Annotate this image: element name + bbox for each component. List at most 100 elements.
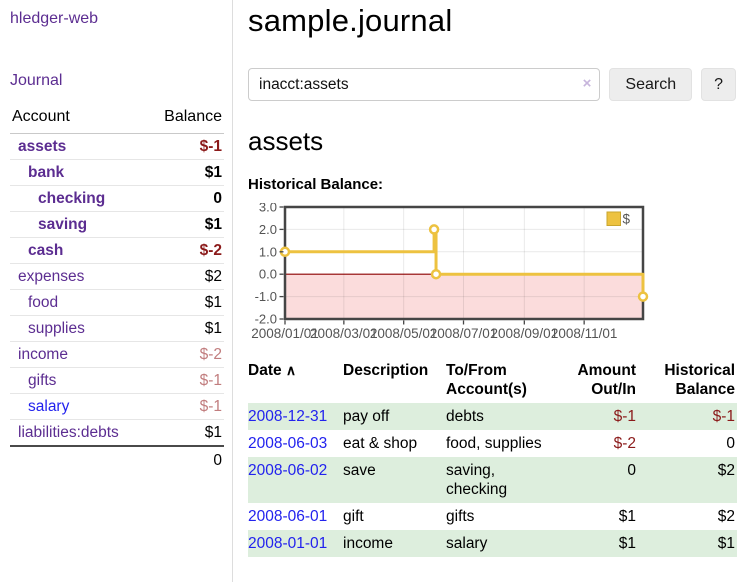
account-link[interactable]: salary [28,398,70,415]
svg-text:1.0: 1.0 [259,244,277,259]
accounts-col-header: Account [10,106,147,134]
account-link[interactable]: liabilities:debts [18,424,119,441]
register-description: income [343,530,446,557]
register-accounts: gifts [446,508,475,525]
svg-text:2008/09/01: 2008/09/01 [491,326,559,341]
account-link[interactable]: cash [28,242,64,259]
account-balance: $-1 [146,393,224,420]
historical-balance-chart: $3.0 2.0 1.0 0.0 -1.0 -2.02008/01/012008/03/0… [251,203,649,341]
register-date-link[interactable]: 2008-01-01 [248,535,328,552]
register-table-body: 2008-12-31 pay off debts $-1 $-1 2008-06-03 ea… [248,403,737,557]
account-balance: $1 [146,315,224,342]
account-row: supplies $1 [10,315,224,342]
register-amount: $1 [618,508,636,525]
svg-text:3.0: 3.0 [259,203,277,215]
register-balance: $1 [638,530,737,557]
account-heading: assets [248,126,324,156]
svg-text:2008/11/01: 2008/11/01 [551,326,618,341]
register-row: 2008-06-01 gift gifts $1 $2 [248,503,737,530]
svg-text:2008/03/01: 2008/03/01 [310,326,378,341]
col-header-date[interactable]: Date ∧ [248,362,297,379]
account-row: bank $1 [10,159,224,186]
sidebar: hledger-web Journal Account Balance asse… [0,0,233,582]
account-link[interactable]: gifts [28,372,57,389]
search-form: × Search ? [248,68,736,101]
balance-col-header: Balance [146,106,224,134]
register-table: Date ∧ Description To/From Account(s) Am… [248,361,737,557]
account-row: assets $-1 [10,134,224,160]
account-row: food $1 [10,289,224,316]
account-balance: $-2 [146,237,224,264]
account-balance: $-2 [146,341,224,368]
svg-text:-1.0: -1.0 [255,289,277,304]
register-date-link[interactable]: 2008-06-01 [248,508,328,525]
account-row: checking 0 [10,185,224,212]
account-row: expenses $2 [10,263,224,290]
register-amount: $1 [558,530,638,557]
register-amount: $-1 [558,403,638,430]
account-row: liabilities:debts $1 [10,419,224,446]
register-amount: 0 [558,457,638,503]
account-balance: $-1 [199,138,222,155]
account-balance: $1 [146,211,224,238]
account-link[interactable]: checking [38,190,106,207]
account-balance: $1 [146,159,224,186]
register-date-link[interactable]: 2008-06-02 [248,462,328,479]
accounts-total-value: 0 [10,445,224,473]
register-balance: $2 [638,457,737,503]
accounts-total-row: 0 [10,445,224,473]
main-content: sample.journal × Search ? assets Histori… [234,0,742,582]
account-balance: $1 [146,419,224,446]
svg-text:-2.0: -2.0 [255,312,277,327]
chart-legend-label: $ [623,212,631,227]
register-amount: $-2 [613,435,636,452]
svg-text:0.0: 0.0 [259,267,277,282]
account-row: saving $1 [10,211,224,238]
account-balance: 0 [146,185,224,212]
sidebar-item-journal[interactable]: Journal [10,72,63,89]
page-title: sample.journal [248,3,453,38]
register-balance: $2 [717,508,735,525]
col-header-balance: Historical Balance [664,362,735,398]
register-accounts: debts [446,403,558,430]
search-input[interactable] [248,68,601,101]
account-link[interactable]: assets [18,138,67,155]
register-row: 2008-06-02 save saving, checking 0 $2 [248,457,737,503]
account-balance: $1 [146,289,224,316]
account-link[interactable]: bank [28,164,65,181]
register-date-link[interactable]: 2008-06-03 [248,435,328,452]
register-description: pay off [343,403,446,430]
account-row: cash $-2 [10,237,224,264]
col-header-amount: Amount Out/In [577,362,636,398]
register-description: gift [343,508,364,525]
clear-search-icon[interactable]: × [582,75,592,92]
account-link[interactable]: supplies [28,320,85,337]
col-header-description: Description [343,362,429,379]
account-link[interactable]: expenses [18,268,85,285]
register-description: save [343,457,446,503]
accounts-table-body: assets $-1 bank $1 checking 0 saving $1 cash $-2 e… [10,134,224,446]
svg-text:2008/01/01: 2008/01/01 [251,326,319,341]
svg-text:2008/05/01: 2008/05/01 [370,326,438,341]
register-accounts: saving, checking [446,457,558,503]
svg-text:2008/07/01: 2008/07/01 [430,326,498,341]
accounts-table: Account Balance assets $-1 bank $1 checking 0… [10,106,224,473]
register-row: 2008-12-31 pay off debts $-1 $-1 [248,403,737,430]
chart-title: Historical Balance: [248,176,384,193]
account-link[interactable]: saving [38,216,88,233]
brand-link[interactable]: hledger-web [10,10,99,27]
account-balance: $2 [146,263,224,290]
register-date-link[interactable]: 2008-12-31 [248,408,328,425]
register-row: 2008-01-01 income salary $1 $1 [248,530,737,557]
account-link[interactable]: food [28,294,59,311]
sort-ascending-icon: ∧ [285,362,297,378]
account-link[interactable]: income [18,346,68,363]
register-balance: 0 [726,435,735,452]
search-button[interactable]: Search [609,68,693,101]
register-balance: $-1 [638,403,737,430]
account-balance: $-1 [146,367,224,394]
account-row: salary $-1 [10,393,224,420]
account-row: gifts $-1 [10,367,224,394]
register-accounts: salary [446,530,558,557]
help-button[interactable]: ? [701,68,736,101]
